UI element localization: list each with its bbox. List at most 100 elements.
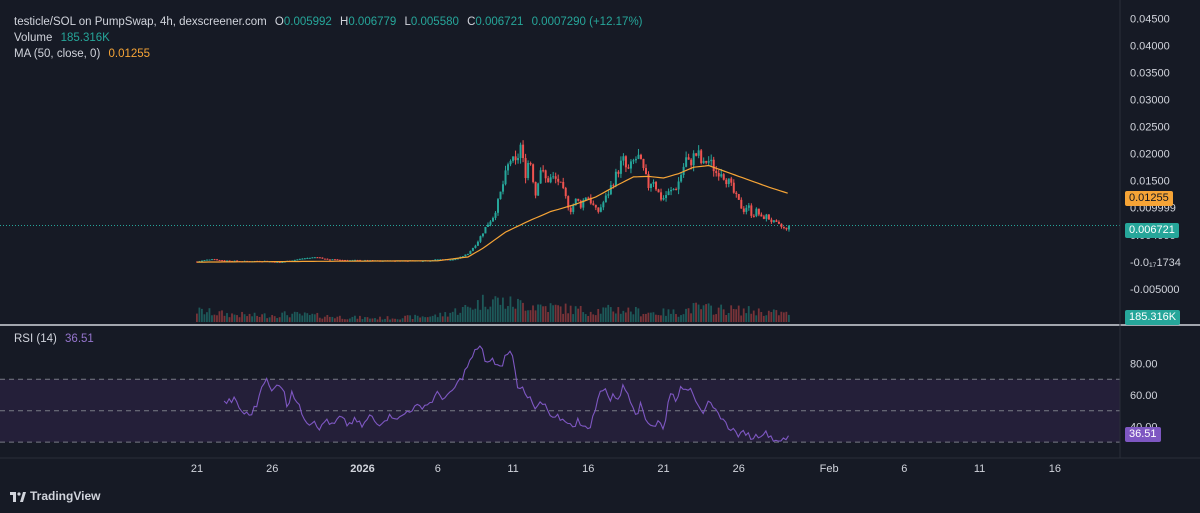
volume-bar	[216, 315, 218, 322]
volume-bar	[389, 319, 391, 322]
volume-bar	[532, 305, 534, 322]
volume-bar	[451, 311, 454, 322]
volume-bar	[667, 309, 670, 322]
volume-bar	[569, 305, 572, 322]
x-tick-label: 26	[266, 463, 278, 475]
volume-bar	[639, 316, 642, 322]
rsi-value: 36.51	[65, 333, 94, 345]
volume-bar	[527, 310, 529, 322]
volume-bar	[306, 313, 309, 322]
volume-bar	[762, 315, 765, 322]
rsi-line	[223, 345, 789, 442]
candle-body	[727, 178, 730, 185]
volume-bar	[677, 316, 680, 322]
volume-bar	[293, 311, 296, 322]
candle-body	[278, 261, 281, 263]
volume-label: Volume	[14, 32, 53, 44]
volume-bar	[444, 312, 447, 322]
x-tick-label: 16	[1049, 463, 1061, 475]
volume-bar	[391, 318, 394, 322]
rsi-tag: 36.51	[1125, 427, 1161, 442]
y-tick-label: -0.0₁₇1734	[1130, 257, 1181, 269]
volume-bar	[612, 311, 615, 322]
candle-body	[557, 178, 560, 182]
x-tick-label: 21	[657, 463, 669, 475]
volume-bar	[456, 314, 459, 322]
candle-body	[680, 174, 683, 182]
candle-body	[632, 160, 635, 162]
volume-bar	[341, 318, 344, 322]
candle-body	[512, 156, 515, 161]
volume-bar	[627, 307, 630, 322]
volume-bar	[386, 316, 389, 322]
volume-bar	[206, 312, 208, 322]
ohlc-legend: testicle/SOL on PumpSwap, 4h, dexscreene…	[14, 15, 643, 29]
volume-bar	[196, 313, 198, 322]
low-key: L	[404, 16, 411, 28]
candle-body	[569, 207, 572, 212]
candle-body	[657, 189, 660, 193]
volume-bar	[622, 310, 625, 322]
candle-body	[564, 187, 567, 197]
candle-body	[785, 227, 788, 230]
volume-bar	[574, 306, 577, 322]
volume-bar	[644, 313, 647, 322]
x-tick-label: 16	[582, 463, 594, 475]
volume-bar	[687, 308, 690, 322]
volume-bar	[486, 309, 489, 322]
volume-bar	[271, 315, 274, 322]
volume-bar	[351, 316, 354, 322]
candle-body	[599, 207, 602, 212]
volume-bar	[579, 305, 582, 322]
volume-bar	[198, 307, 201, 322]
volume-bar	[514, 308, 517, 322]
volume-bar	[449, 312, 452, 322]
volume-bar	[349, 318, 351, 322]
volume-bar	[752, 310, 755, 322]
volume-bar	[695, 302, 697, 322]
volume-bar	[549, 303, 552, 322]
volume-bar	[534, 310, 537, 322]
candle-body	[602, 202, 605, 208]
volume-bar	[318, 317, 321, 322]
volume-bar	[221, 310, 223, 322]
candle-body	[747, 205, 750, 208]
volume-bar	[599, 313, 602, 322]
volume-bar	[509, 296, 512, 322]
candle-body	[298, 258, 301, 260]
volume-bar	[258, 316, 261, 322]
candle-body	[639, 154, 642, 159]
candle-body	[554, 176, 557, 179]
volume-bar	[434, 314, 437, 322]
volume-bar	[665, 315, 667, 322]
candle-body	[326, 258, 329, 260]
volume-bar	[782, 312, 785, 322]
volume-bar	[439, 312, 442, 322]
volume-bar	[251, 316, 253, 322]
volume-bar	[316, 312, 319, 322]
candle-body	[740, 199, 743, 209]
candle-body	[757, 208, 760, 215]
volume-bar	[301, 315, 304, 322]
volume-bar	[331, 316, 334, 322]
candle-body	[211, 259, 214, 261]
volume-bar	[740, 315, 743, 322]
candle-body	[476, 241, 479, 246]
high-value: 0.006779	[348, 16, 397, 28]
volume-bar	[246, 316, 248, 322]
volume-bar	[394, 318, 396, 322]
volume-bar	[276, 318, 279, 322]
candle-body	[587, 197, 590, 199]
tradingview-logo[interactable]: TradingView	[10, 489, 100, 503]
y-tick-label: 0.01500	[1130, 176, 1170, 188]
candle-body	[574, 198, 577, 206]
volume-bar	[604, 307, 607, 322]
candle-body	[767, 214, 770, 220]
volume-bar	[369, 318, 371, 322]
volume-bar	[424, 317, 427, 322]
x-tick-label: 11	[507, 463, 518, 475]
volume-bar	[582, 312, 585, 322]
candle-body	[780, 223, 783, 227]
